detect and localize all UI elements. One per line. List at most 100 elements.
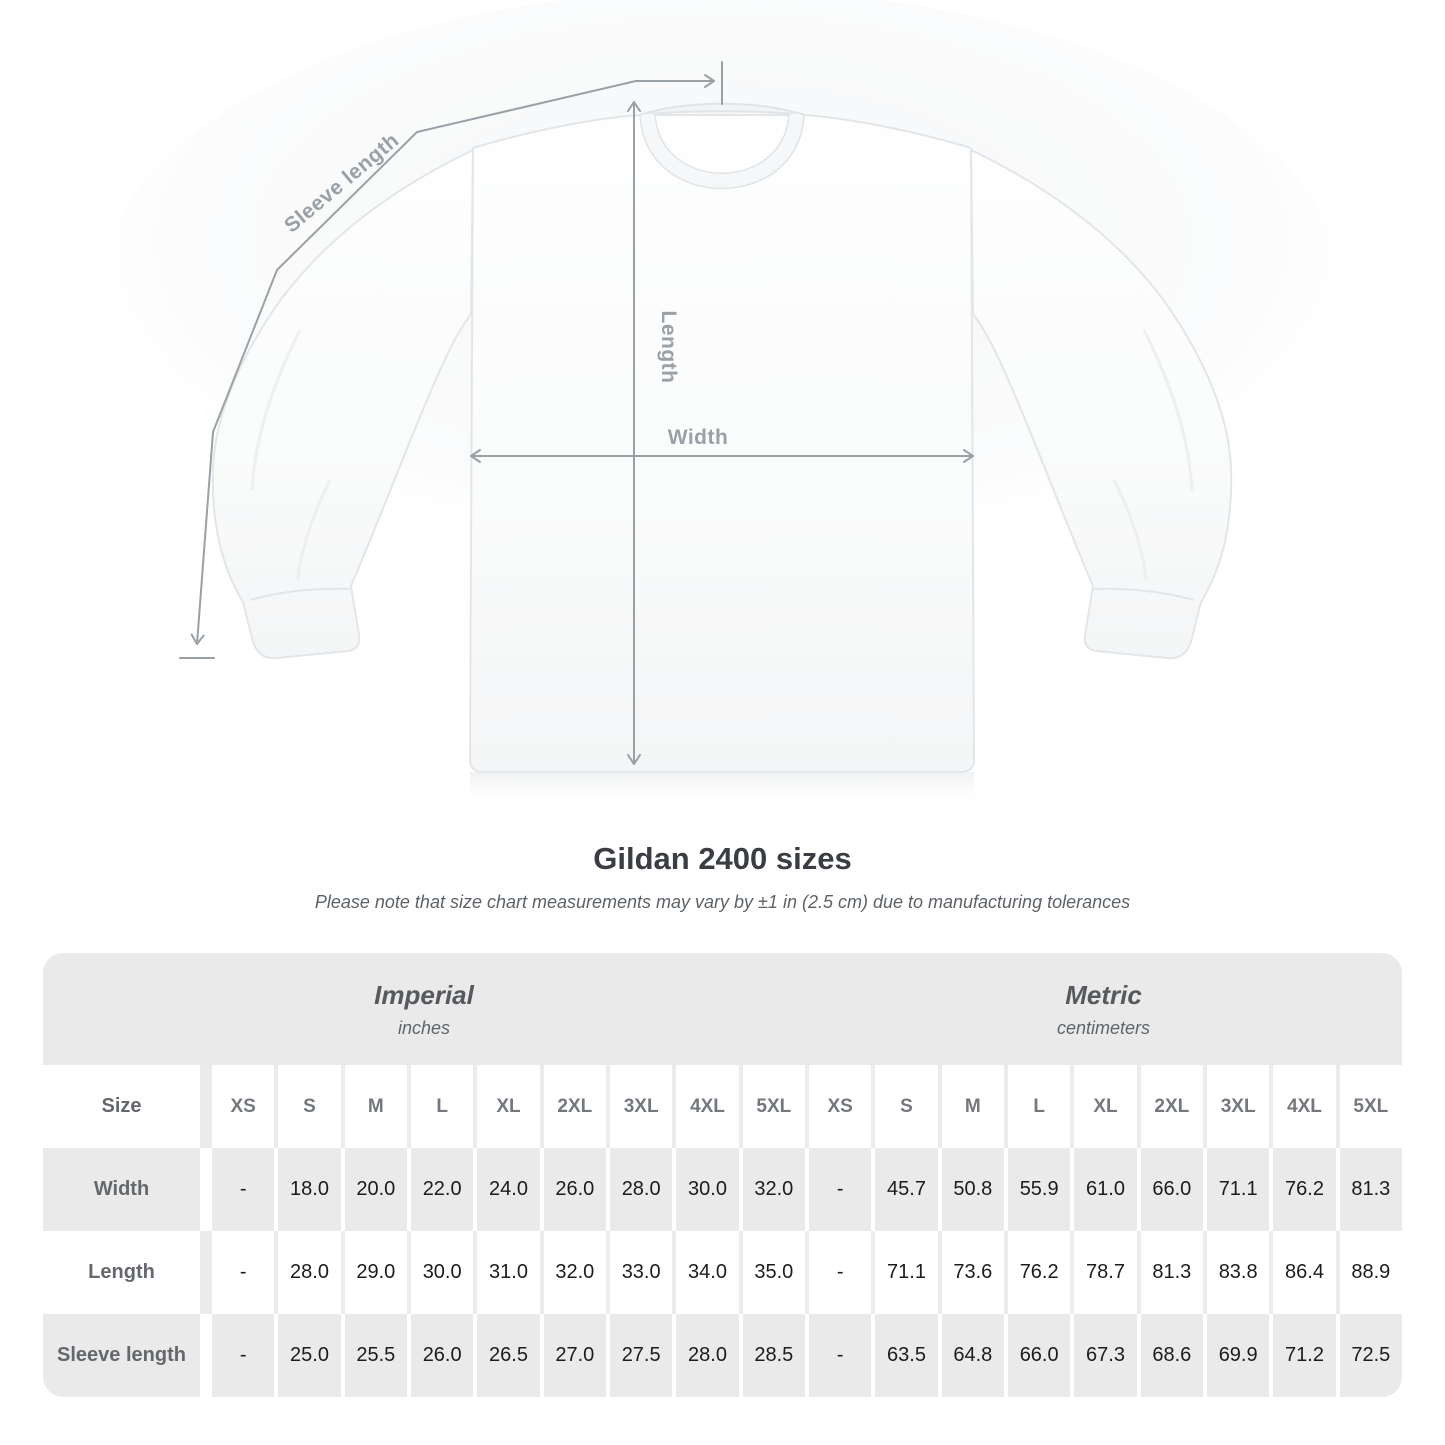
size-header-row: Size XS S M L XL 2XL 3XL 4XL 5XL XS S M … (43, 1065, 1402, 1148)
cell-value: 71.1 (875, 1231, 938, 1314)
unit-header: Imperial inches Metric centimeters (43, 953, 1402, 1065)
fold-lines (250, 329, 1194, 581)
cell-value: 32.0 (543, 1231, 606, 1314)
table-row-length: Length - 28.0 29.0 30.0 31.0 32.0 33.0 3… (43, 1231, 1402, 1314)
cell-value: 68.6 (1140, 1314, 1203, 1397)
unit-group-metric: Metric centimeters (805, 953, 1402, 1065)
cell-value: 26.0 (543, 1148, 606, 1231)
table-row-sleeve-length: Sleeve length - 25.0 25.5 26.0 26.5 27.0… (43, 1314, 1402, 1397)
cell-value: 88.9 (1339, 1231, 1402, 1314)
size-col-header: XS (212, 1065, 275, 1148)
size-col-header: XS (808, 1065, 872, 1148)
cell-value: 71.1 (1206, 1148, 1270, 1231)
cell-value: 69.9 (1206, 1314, 1270, 1397)
size-col-header: 5XL (1339, 1065, 1402, 1148)
imperial-unit: inches (397, 1017, 451, 1038)
cell-value: 71.2 (1273, 1314, 1336, 1397)
cell-value: 25.5 (344, 1314, 407, 1397)
size-col-header: M (941, 1065, 1004, 1148)
cell-value: 86.4 (1273, 1231, 1336, 1314)
cell-value: 78.7 (1074, 1231, 1137, 1314)
sleeve-length-line (190, 80, 637, 645)
page-title: Gildan 2400 sizes (593, 841, 852, 876)
table-row-width: Width - 18.0 20.0 22.0 24.0 26.0 28.0 30… (43, 1148, 1402, 1231)
left-sleeve (211, 149, 474, 660)
shirt-body (469, 114, 975, 773)
size-col-header: XL (477, 1065, 540, 1148)
size-col-header: L (1007, 1065, 1071, 1148)
cell-value: 66.0 (1140, 1148, 1203, 1231)
size-col-header: 4XL (1273, 1065, 1336, 1148)
cell-value: 64.8 (941, 1314, 1004, 1397)
cell-value: 61.0 (1074, 1148, 1137, 1231)
cell-value: - (808, 1148, 872, 1231)
size-col-header: XL (1074, 1065, 1137, 1148)
cell-value: 35.0 (742, 1231, 805, 1314)
size-col-header: 2XL (1140, 1065, 1203, 1148)
cell-value: 30.0 (676, 1148, 739, 1231)
cell-value: 25.0 (278, 1314, 341, 1397)
size-col-header: 3XL (609, 1065, 673, 1148)
unit-group-imperial: Imperial inches (43, 953, 805, 1065)
cell-value: 67.3 (1074, 1314, 1137, 1397)
cell-value: 50.8 (941, 1148, 1004, 1231)
cell-value: 22.0 (410, 1148, 474, 1231)
cell-value: 28.0 (609, 1148, 673, 1231)
cell-value: 83.8 (1206, 1231, 1270, 1314)
size-col-header: 5XL (742, 1065, 805, 1148)
cell-value: 33.0 (609, 1231, 673, 1314)
size-corner-header: Size (43, 1065, 200, 1148)
size-col-header: L (410, 1065, 474, 1148)
cell-value: - (212, 1314, 275, 1397)
cell-value: 73.6 (941, 1231, 1004, 1314)
cell-value: 55.9 (1007, 1148, 1071, 1231)
cell-value: 29.0 (344, 1231, 407, 1314)
long-sleeve-shirt (211, 102, 1233, 773)
cell-value: 72.5 (1339, 1314, 1402, 1397)
cell-value: 20.0 (344, 1148, 407, 1231)
cell-value: 24.0 (477, 1148, 540, 1231)
cell-value: 28.5 (742, 1314, 805, 1397)
cell-value: 32.0 (742, 1148, 805, 1231)
right-sleeve (970, 149, 1233, 660)
left-cuff-seam (249, 587, 353, 601)
row-label: Width (43, 1148, 200, 1231)
measurement-annotations (179, 61, 974, 765)
size-col-header: M (344, 1065, 407, 1148)
size-col-header: 3XL (1206, 1065, 1270, 1148)
cell-value: 81.3 (1140, 1231, 1203, 1314)
cell-value: 45.7 (875, 1148, 938, 1231)
shirt-measurement-diagram: Sleeve length Length Width (102, 0, 1342, 808)
cell-value: 26.0 (410, 1314, 474, 1397)
row-label: Length (43, 1231, 200, 1314)
cell-value: - (212, 1231, 275, 1314)
width-label: Width (668, 426, 729, 449)
cell-value: 76.2 (1273, 1148, 1336, 1231)
cell-value: 27.5 (609, 1314, 673, 1397)
cell-value: - (212, 1148, 275, 1231)
cell-value: 26.5 (477, 1314, 540, 1397)
right-cuff-seam (1091, 587, 1195, 601)
cell-value: 28.0 (278, 1231, 341, 1314)
metric-unit: centimeters (1056, 1017, 1151, 1038)
cell-value: 34.0 (676, 1231, 739, 1314)
cell-value: 28.0 (676, 1314, 739, 1397)
cell-value: 66.0 (1007, 1314, 1071, 1397)
cell-value: 76.2 (1007, 1231, 1071, 1314)
size-col-header: S (278, 1065, 341, 1148)
cell-value: 63.5 (875, 1314, 938, 1397)
row-label: Sleeve length (43, 1314, 200, 1397)
cell-value: 27.0 (543, 1314, 606, 1397)
imperial-label: Imperial (374, 979, 474, 1010)
metric-label: Metric (1065, 979, 1142, 1010)
length-label: Length (657, 311, 680, 384)
size-table: Imperial inches Metric centimeters Size … (43, 953, 1402, 1397)
size-col-header: 2XL (543, 1065, 606, 1148)
size-col-header: 4XL (676, 1065, 739, 1148)
cell-value: 18.0 (278, 1148, 341, 1231)
page-subtitle: Please note that size chart measurements… (314, 892, 1131, 912)
cell-value: - (808, 1314, 872, 1397)
size-col-header: S (875, 1065, 938, 1148)
cell-value: 30.0 (410, 1231, 474, 1314)
cell-value: - (808, 1231, 872, 1314)
